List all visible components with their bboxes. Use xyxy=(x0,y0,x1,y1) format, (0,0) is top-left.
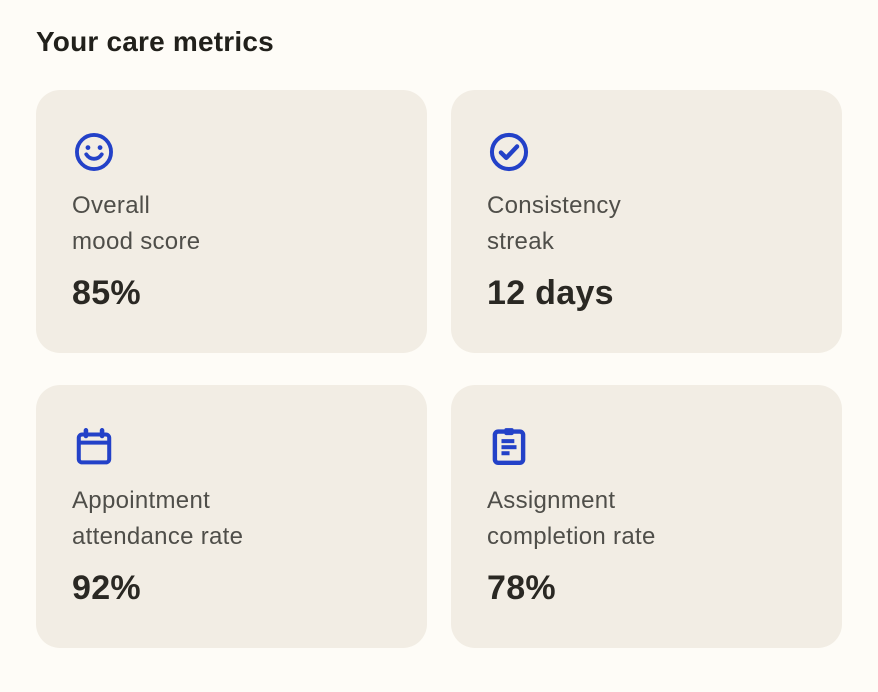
metric-value: 85% xyxy=(72,274,141,312)
calendar-icon xyxy=(72,425,116,469)
clipboard-icon xyxy=(487,425,531,469)
metric-label: Consistency streak xyxy=(487,192,622,255)
metric-card-overall-mood-score: Overall mood score 85% xyxy=(36,90,427,353)
metric-value: 12 days xyxy=(487,274,614,312)
smiley-face-icon xyxy=(72,130,116,174)
metric-label: Overall mood score xyxy=(72,192,201,255)
check-circle-icon xyxy=(487,130,531,174)
metric-card-assignment-completion-rate: Assignment completion rate 78% xyxy=(451,385,842,648)
metric-label: Appointment attendance rate xyxy=(72,487,244,550)
metric-card-appointment-attendance-rate: Appointment attendance rate 92% xyxy=(36,385,427,648)
metric-value: 92% xyxy=(72,569,141,607)
metric-value: 78% xyxy=(487,569,556,607)
metrics-grid: Overall mood score 85% Consistency strea… xyxy=(36,90,842,648)
metric-label: Assignment completion rate xyxy=(487,487,656,550)
metric-card-consistency-streak: Consistency streak 12 days xyxy=(451,90,842,353)
section-title: Your care metrics xyxy=(36,26,274,57)
